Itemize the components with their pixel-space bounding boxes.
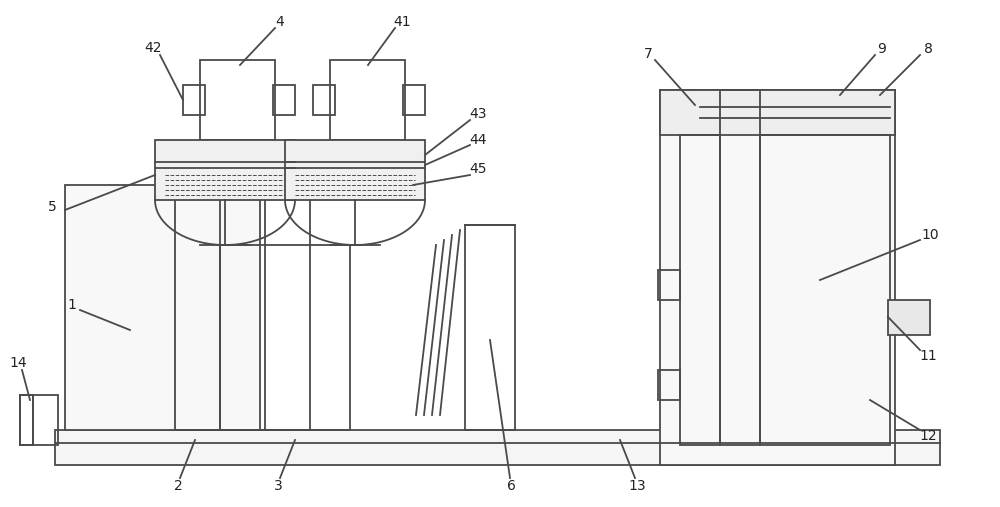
Bar — [155, 140, 295, 200]
Bar — [313, 85, 335, 115]
Text: 8: 8 — [924, 42, 932, 56]
Bar — [330, 60, 405, 140]
Text: 13: 13 — [628, 479, 646, 493]
Bar — [175, 185, 220, 430]
Bar — [658, 370, 680, 400]
Bar — [200, 60, 275, 140]
Bar — [888, 300, 930, 335]
Bar — [720, 90, 760, 445]
Text: 2: 2 — [174, 479, 182, 493]
Bar — [183, 85, 205, 115]
Text: 4: 4 — [276, 15, 284, 29]
Text: 43: 43 — [469, 107, 487, 121]
Text: 42: 42 — [144, 41, 162, 55]
Text: 12: 12 — [919, 429, 937, 443]
Bar — [20, 395, 33, 445]
Bar — [658, 270, 680, 300]
Text: 6: 6 — [507, 479, 515, 493]
Bar — [265, 185, 310, 430]
Text: 3: 3 — [274, 479, 282, 493]
Bar — [760, 135, 890, 445]
Bar — [465, 225, 515, 430]
Bar — [403, 85, 425, 115]
Text: 9: 9 — [878, 42, 886, 56]
Text: 45: 45 — [469, 162, 487, 176]
Bar — [285, 140, 425, 200]
Text: 7: 7 — [644, 47, 652, 61]
Text: 41: 41 — [393, 15, 411, 29]
Text: 14: 14 — [9, 356, 27, 370]
Bar — [273, 85, 295, 115]
Text: 5: 5 — [48, 200, 56, 214]
Bar — [660, 90, 895, 135]
Text: 1: 1 — [68, 298, 76, 312]
Bar — [660, 90, 895, 465]
Bar — [20, 395, 58, 445]
Text: 44: 44 — [469, 133, 487, 147]
Bar — [220, 245, 350, 430]
Bar — [55, 430, 940, 465]
Text: 10: 10 — [921, 228, 939, 242]
Bar — [680, 135, 720, 445]
Text: 11: 11 — [919, 349, 937, 363]
Bar — [65, 185, 260, 430]
